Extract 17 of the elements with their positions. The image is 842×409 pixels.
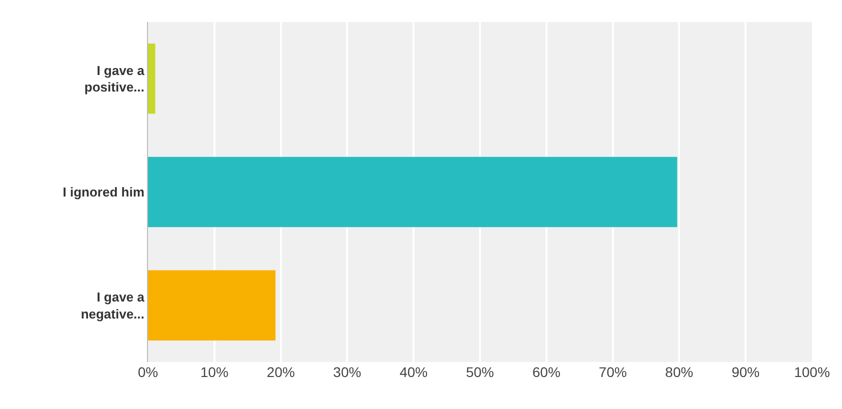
y-tick-label: I ignored him: [62, 184, 144, 200]
x-tick-label: 20%: [266, 364, 295, 380]
x-tick-label: 80%: [665, 364, 694, 380]
x-tick-label: 50%: [466, 364, 494, 380]
x-tick-label: 100%: [794, 364, 830, 380]
y-tick-label: I gave a negative...: [80, 289, 146, 322]
bar: [148, 44, 156, 114]
x-tick-label: 0%: [138, 364, 158, 380]
x-tick-label: 30%: [333, 364, 362, 380]
y-tick-label: I gave a positive...: [84, 62, 146, 95]
x-tick-label: 10%: [200, 364, 228, 380]
x-tick-label: 90%: [732, 364, 760, 380]
bar: [148, 156, 678, 228]
x-tick-label: 40%: [400, 364, 428, 380]
x-tick-label: 70%: [598, 364, 627, 380]
bar: [148, 270, 276, 340]
x-tick-label: 60%: [532, 364, 560, 380]
